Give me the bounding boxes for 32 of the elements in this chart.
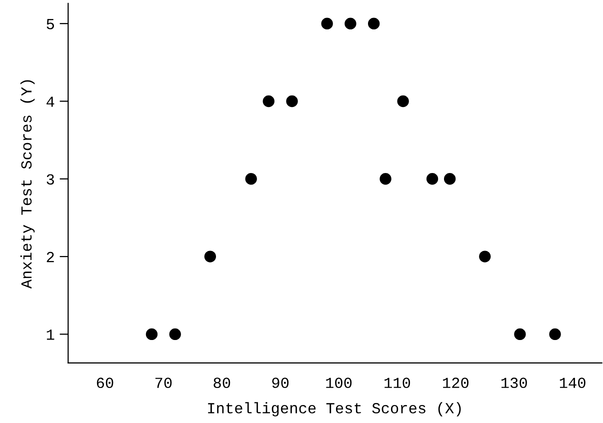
point [368, 18, 380, 30]
x-tick-label: 130 [501, 378, 527, 388]
point [397, 95, 409, 108]
point [426, 173, 438, 185]
x-tick-label: 110 [384, 378, 410, 388]
point [479, 250, 491, 262]
x-tick-label: 140 [560, 378, 586, 388]
point [514, 328, 526, 340]
y-tick-label: 4 [46, 96, 54, 107]
point [262, 95, 274, 108]
x-axis-title: Intelligence Test Scores (X) [208, 402, 461, 416]
x-tick-label: 60 [96, 378, 114, 388]
x-tick-label: 120 [443, 378, 468, 388]
x-tick-label: 90 [272, 378, 289, 388]
point [245, 173, 257, 185]
point [169, 328, 181, 340]
point [286, 95, 298, 108]
point [321, 18, 333, 30]
y-tick-label: 1 [46, 330, 54, 340]
point [549, 328, 561, 340]
point [146, 328, 158, 340]
point [344, 18, 356, 30]
y-tick-label: 2 [46, 252, 54, 262]
y-tick-label: 3 [46, 174, 54, 185]
point [444, 173, 456, 185]
x-tick-label: 80 [214, 378, 230, 388]
point [380, 173, 392, 185]
y-axis-title: Anxiety Test Scores (Y) [20, 80, 35, 289]
point [204, 250, 216, 262]
x-tick-label: 100 [326, 378, 352, 388]
x-tick-label: 70 [155, 378, 172, 388]
y-tick-label: 5 [46, 19, 54, 30]
